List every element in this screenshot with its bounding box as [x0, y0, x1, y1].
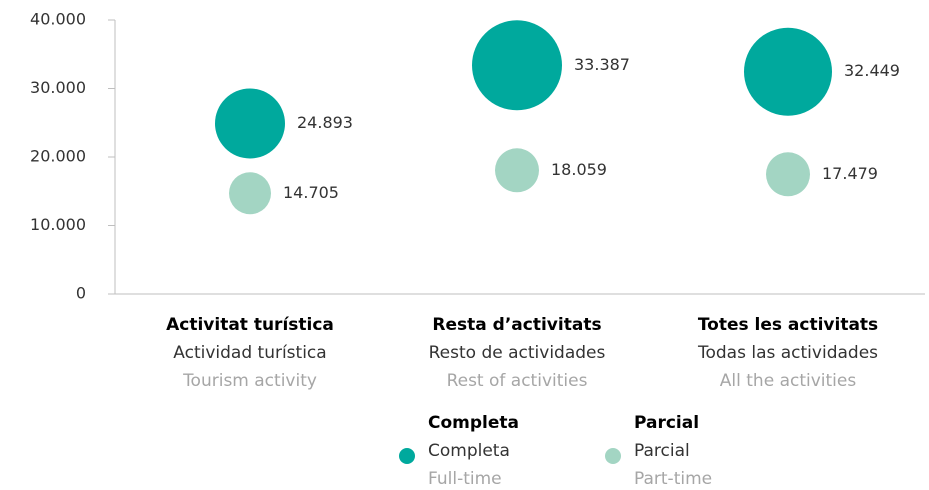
- x-category-es: Actividad turística: [173, 343, 326, 363]
- value-label: 33.387: [574, 55, 630, 74]
- x-category: Totes les activitats: [698, 315, 878, 335]
- x-category-en: All the activities: [720, 371, 857, 391]
- y-tick-label: 40.000: [30, 10, 86, 29]
- legend-label: Completa: [428, 441, 510, 461]
- y-tick-label: 10.000: [30, 215, 86, 234]
- y-tick-label: 30.000: [30, 78, 86, 97]
- y-tick-label: 20.000: [30, 147, 86, 166]
- x-category: Activitat turística: [166, 315, 334, 335]
- bubble: [229, 172, 271, 215]
- value-label: 14.705: [283, 183, 339, 202]
- legend-label-en: Part-time: [634, 469, 712, 489]
- bubble: [215, 88, 285, 159]
- x-category-es: Todas las actividades: [697, 343, 878, 363]
- x-category: Resta d’activitats: [432, 315, 601, 335]
- bubble: [495, 148, 539, 193]
- x-category-en: Rest of activities: [447, 371, 588, 391]
- legend-title: Completa: [428, 413, 519, 433]
- x-category-es: Resto de actividades: [429, 343, 606, 363]
- value-label: 17.479: [822, 164, 878, 183]
- value-label: 18.059: [551, 160, 607, 179]
- legend-swatch: [399, 448, 415, 464]
- bubble: [744, 27, 832, 116]
- bubble: [766, 152, 810, 197]
- y-tick-label: 0: [76, 284, 86, 303]
- legend-title: Parcial: [634, 413, 699, 433]
- legend-swatch: [605, 448, 621, 464]
- legend-label: Parcial: [634, 441, 690, 461]
- legend-label-en: Full-time: [428, 469, 502, 489]
- value-label: 32.449: [844, 61, 900, 80]
- value-label: 24.893: [297, 113, 353, 132]
- bubble: [472, 20, 562, 111]
- x-category-en: Tourism activity: [182, 371, 317, 391]
